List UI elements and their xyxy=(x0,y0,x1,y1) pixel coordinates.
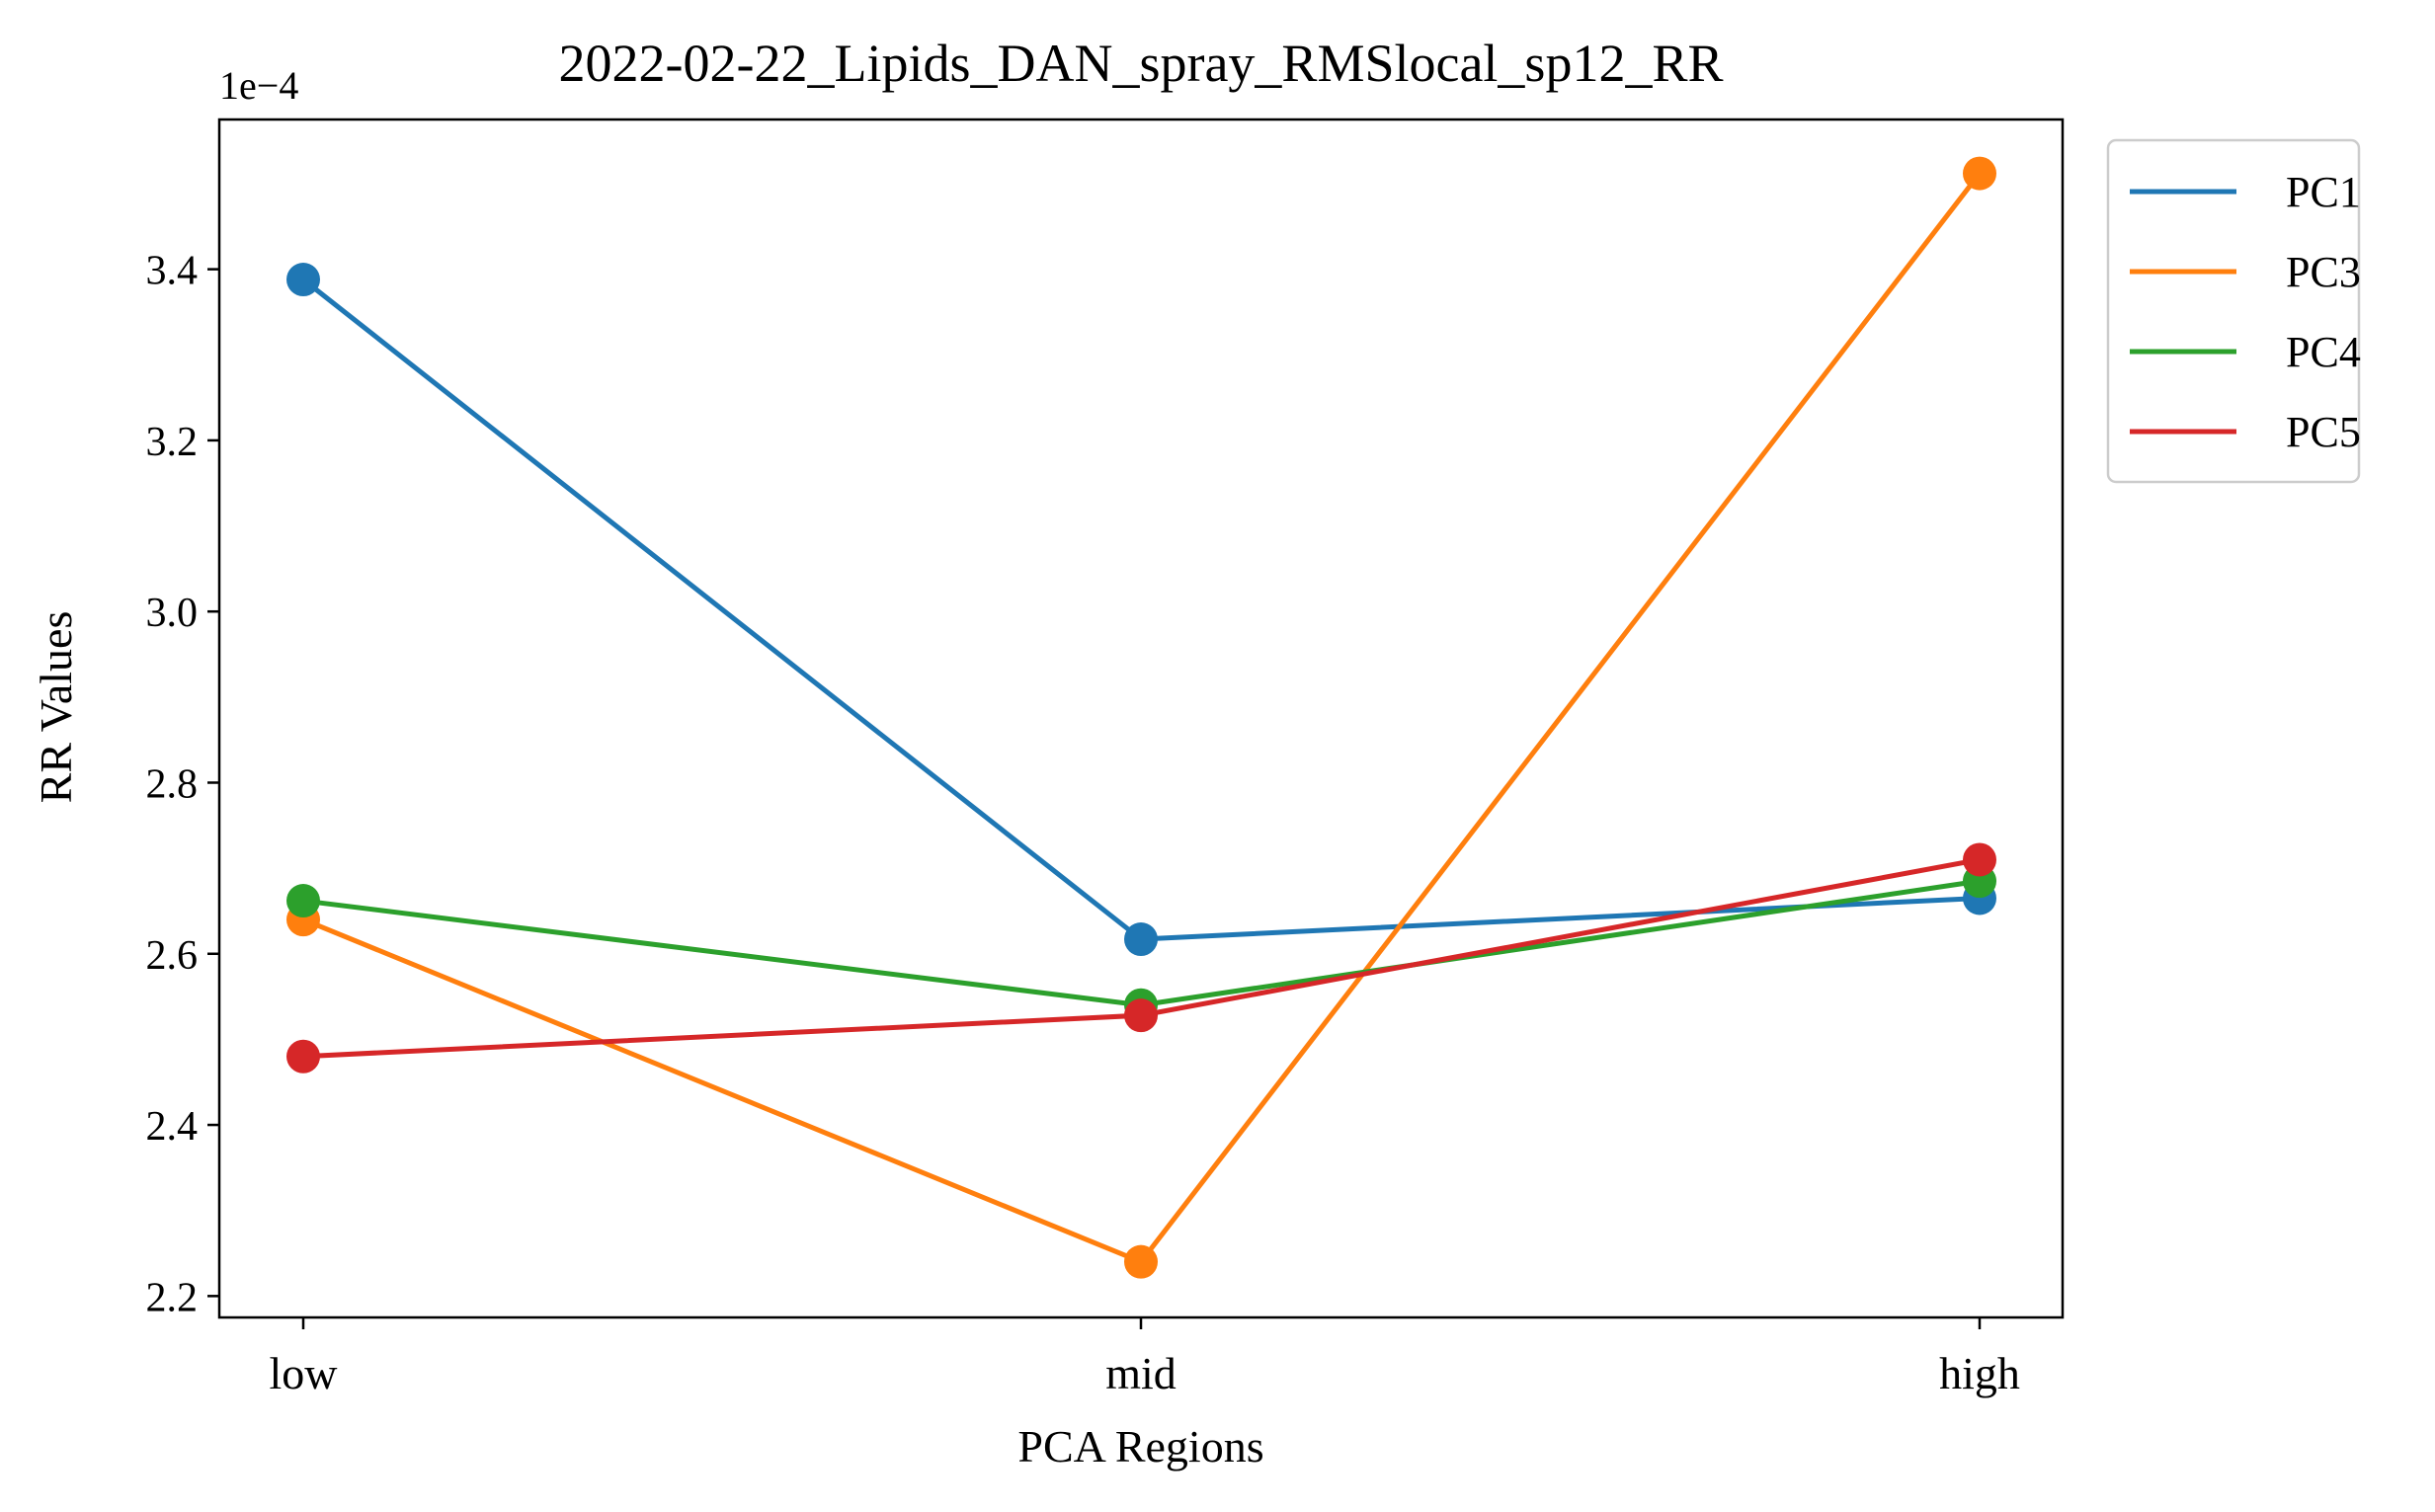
data-point-pc4-low xyxy=(286,884,320,918)
y-tick-label: 2.2 xyxy=(146,1275,199,1320)
legend-label-pc5: PC5 xyxy=(2286,408,2361,456)
y-tick-label: 2.6 xyxy=(146,933,199,979)
y-axis-label: RR Values xyxy=(31,611,81,804)
y-tick-label: 3.0 xyxy=(146,591,199,636)
data-point-pc1-low xyxy=(286,263,320,297)
y-tick-label: 3.4 xyxy=(146,249,199,294)
y-axis-scale-label: 1e−4 xyxy=(219,63,298,108)
y-tick-label: 2.4 xyxy=(146,1104,199,1150)
x-tick-label-mid: mid xyxy=(1105,1348,1177,1398)
data-point-pc5-mid xyxy=(1124,998,1158,1033)
x-axis-label: PCA Regions xyxy=(1017,1421,1263,1472)
legend-label-pc1: PC1 xyxy=(2286,168,2361,216)
data-point-pc3-high xyxy=(1963,156,1996,191)
legend-box xyxy=(2106,138,2361,484)
y-tick-label: 2.8 xyxy=(146,761,199,807)
legend: PC1 PC3 PC4 PC5 xyxy=(2106,138,2361,484)
legend-label-pc4: PC4 xyxy=(2286,328,2361,376)
data-point-pc1-mid xyxy=(1124,922,1158,957)
chart-title: 2022-02-22_Lipids_DAN_spray_RMSlocal_sp1… xyxy=(559,34,1724,93)
data-point-pc5-low xyxy=(286,1039,320,1074)
data-point-pc3-mid xyxy=(1124,1244,1158,1279)
y-tick-label: 3.2 xyxy=(146,420,199,465)
data-point-pc5-high xyxy=(1963,842,1996,877)
x-tick-label-high: high xyxy=(1939,1348,2020,1398)
x-tick-label-low: low xyxy=(270,1348,339,1398)
legend-label-pc3: PC3 xyxy=(2286,248,2361,296)
plot-area: 2.2 2.4 2.6 2.8 3.0 3.2 3.4 low mid high xyxy=(146,156,2020,1398)
plot-frame xyxy=(217,118,2065,1319)
